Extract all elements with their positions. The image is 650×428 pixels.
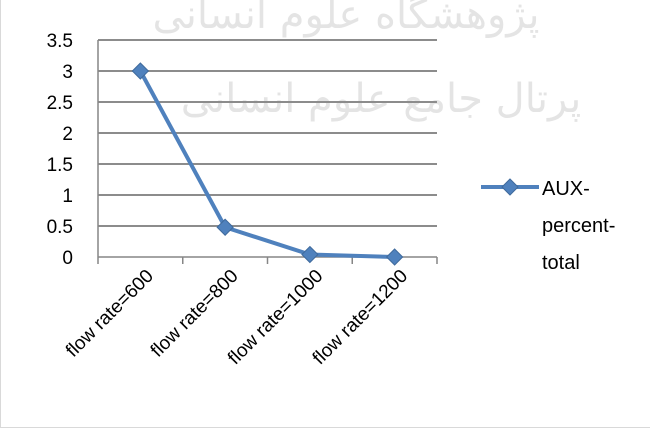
y-tick-label: 2.5 <box>47 93 73 114</box>
data-point-marker <box>385 248 404 266</box>
legend-marker-diamond <box>501 178 519 196</box>
legend-label-line-2: percent- <box>542 215 615 237</box>
y-tick-label: 0.5 <box>47 217 73 238</box>
data-point-marker <box>301 245 319 264</box>
y-tick-label: 2 <box>62 124 73 145</box>
x-tick-label: flow rate=800 <box>147 266 243 362</box>
watermark: ﭘﮋﻭﻫﺸﮕﺎﻩ ﻋﻠﻮﻡ ﺍﻧﺴﺎﻧﻰ پرتال جامع علوم انس… <box>152 0 581 122</box>
y-tick-labels: 3.5 3 2.5 2 1.5 1 0.5 0 <box>47 31 73 269</box>
legend-label-line-3: total <box>542 252 580 274</box>
legend-label-line-1: AUX- <box>542 178 590 200</box>
y-tick-label: 0 <box>62 248 73 269</box>
axes <box>97 40 438 264</box>
data-point-marker <box>131 62 150 80</box>
watermark-text-top: ﭘﮋﻭﻫﺸﮕﺎﻩ ﻋﻠﻮﻡ ﺍﻧﺴﺎﻧﻰ <box>152 0 539 38</box>
y-tick-label: 1.5 <box>47 155 73 176</box>
series-line-path <box>138 70 395 259</box>
y-tick-label: 3.5 <box>47 31 73 52</box>
y-tick-label: 1 <box>62 186 73 207</box>
legend: AUX- percent- total <box>481 178 615 274</box>
y-tick-label: 3 <box>62 62 73 83</box>
gridlines <box>98 39 437 227</box>
data-point-marker <box>216 218 234 236</box>
x-tick-label: flow rate=600 <box>62 266 158 362</box>
watermark-text: پرتال جامع علوم انسانی <box>181 76 582 122</box>
series-line <box>131 62 404 266</box>
